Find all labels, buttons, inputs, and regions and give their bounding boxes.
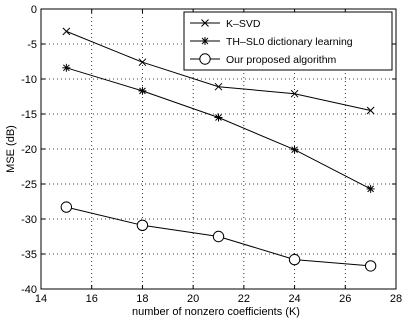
y-tick-label: -20 bbox=[21, 144, 37, 156]
x-tick-label: 18 bbox=[136, 293, 148, 305]
legend-label: K–SVD bbox=[226, 18, 261, 30]
marker-stroke bbox=[215, 114, 222, 121]
marker-circle bbox=[288, 253, 301, 266]
y-axis-label: MSE (dB) bbox=[5, 125, 17, 173]
marker-stroke bbox=[62, 27, 71, 36]
marker-circle bbox=[364, 260, 377, 272]
marker-stroke bbox=[214, 82, 223, 91]
data-point bbox=[60, 201, 73, 213]
data-point bbox=[290, 145, 299, 154]
marker-stroke bbox=[138, 58, 147, 67]
data-point bbox=[214, 113, 223, 122]
marker-stroke bbox=[367, 185, 374, 193]
y-tick-label: -35 bbox=[21, 249, 37, 261]
legend: K–SVD TH–SL0 dictionary learning Our propo… bbox=[183, 11, 393, 71]
x-tick-label: 28 bbox=[390, 293, 402, 305]
data-point bbox=[366, 106, 375, 115]
marker-circle bbox=[60, 201, 73, 213]
series-2 bbox=[62, 63, 375, 193]
marker-stroke bbox=[291, 146, 298, 154]
y-tick-label: 0 bbox=[31, 4, 37, 16]
data-point bbox=[138, 58, 147, 67]
data-point bbox=[290, 89, 299, 98]
y-tick-label: -40 bbox=[21, 284, 37, 296]
y-tick-label: -10 bbox=[21, 74, 37, 86]
data-point bbox=[62, 63, 71, 72]
legend-marker bbox=[201, 19, 209, 27]
y-tick-label: -5 bbox=[27, 39, 37, 51]
marker-stroke bbox=[290, 89, 299, 98]
x-tick-label: 14 bbox=[35, 293, 47, 305]
x-tick-label: 26 bbox=[339, 293, 351, 305]
data-point bbox=[288, 253, 301, 266]
marker-stroke bbox=[63, 64, 70, 72]
data-point bbox=[62, 27, 71, 36]
marker-circle bbox=[136, 219, 149, 232]
x-tick-label: 20 bbox=[187, 293, 199, 305]
marker-stroke bbox=[201, 37, 209, 45]
data-point bbox=[364, 260, 377, 272]
x-tick-label: 16 bbox=[86, 293, 98, 305]
data-point bbox=[136, 219, 149, 232]
legend-marker bbox=[199, 53, 211, 65]
data-point bbox=[214, 82, 223, 91]
legend-item: TH–SL0 dictionary learning bbox=[190, 36, 353, 48]
legend-item: K–SVD bbox=[190, 18, 261, 30]
data-point bbox=[138, 86, 147, 95]
y-tick-label: -30 bbox=[21, 214, 37, 226]
legend-item: Our proposed algorithm bbox=[190, 53, 337, 66]
legend-label: Our proposed algorithm bbox=[226, 54, 337, 66]
marker-stroke bbox=[139, 87, 146, 95]
y-tick-label: -15 bbox=[21, 109, 37, 121]
legend-marker bbox=[201, 37, 209, 45]
x-axis-label: number of nonzero coefficients (K) bbox=[132, 306, 300, 318]
axis-ticks bbox=[40, 8, 397, 290]
data-point bbox=[366, 184, 375, 193]
data-point bbox=[212, 230, 225, 243]
marker-stroke bbox=[366, 106, 375, 115]
marker-circle bbox=[199, 53, 211, 65]
legend-label: TH–SL0 dictionary learning bbox=[226, 36, 353, 48]
marker-stroke bbox=[201, 19, 209, 27]
marker-circle bbox=[212, 230, 225, 243]
series-3 bbox=[60, 201, 377, 272]
y-tick-label: -25 bbox=[21, 179, 37, 191]
x-tick-label: 24 bbox=[288, 293, 300, 305]
x-tick-label: 22 bbox=[238, 293, 250, 305]
series-1 bbox=[62, 27, 375, 115]
